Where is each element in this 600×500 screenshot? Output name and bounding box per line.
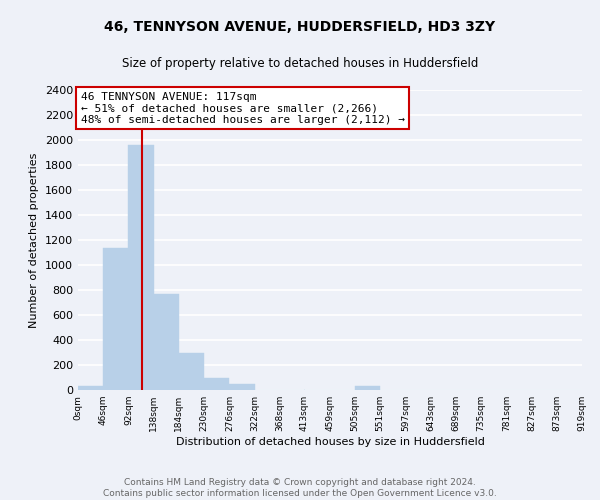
Y-axis label: Number of detached properties: Number of detached properties (29, 152, 40, 328)
Text: Contains HM Land Registry data © Crown copyright and database right 2024.
Contai: Contains HM Land Registry data © Crown c… (103, 478, 497, 498)
Bar (103, 248, 128, 390)
Bar (179, 352, 204, 390)
Bar (229, 384, 254, 390)
X-axis label: Distribution of detached houses by size in Huddersfield: Distribution of detached houses by size … (176, 437, 484, 447)
Bar (78, 386, 103, 390)
Bar (154, 294, 179, 390)
Bar (204, 378, 229, 390)
Bar (355, 386, 380, 390)
Text: 46, TENNYSON AVENUE, HUDDERSFIELD, HD3 3ZY: 46, TENNYSON AVENUE, HUDDERSFIELD, HD3 3… (104, 20, 496, 34)
Text: 46 TENNYSON AVENUE: 117sqm
← 51% of detached houses are smaller (2,266)
48% of s: 46 TENNYSON AVENUE: 117sqm ← 51% of deta… (80, 92, 404, 124)
Bar (128, 145, 154, 390)
Text: Size of property relative to detached houses in Huddersfield: Size of property relative to detached ho… (122, 58, 478, 70)
